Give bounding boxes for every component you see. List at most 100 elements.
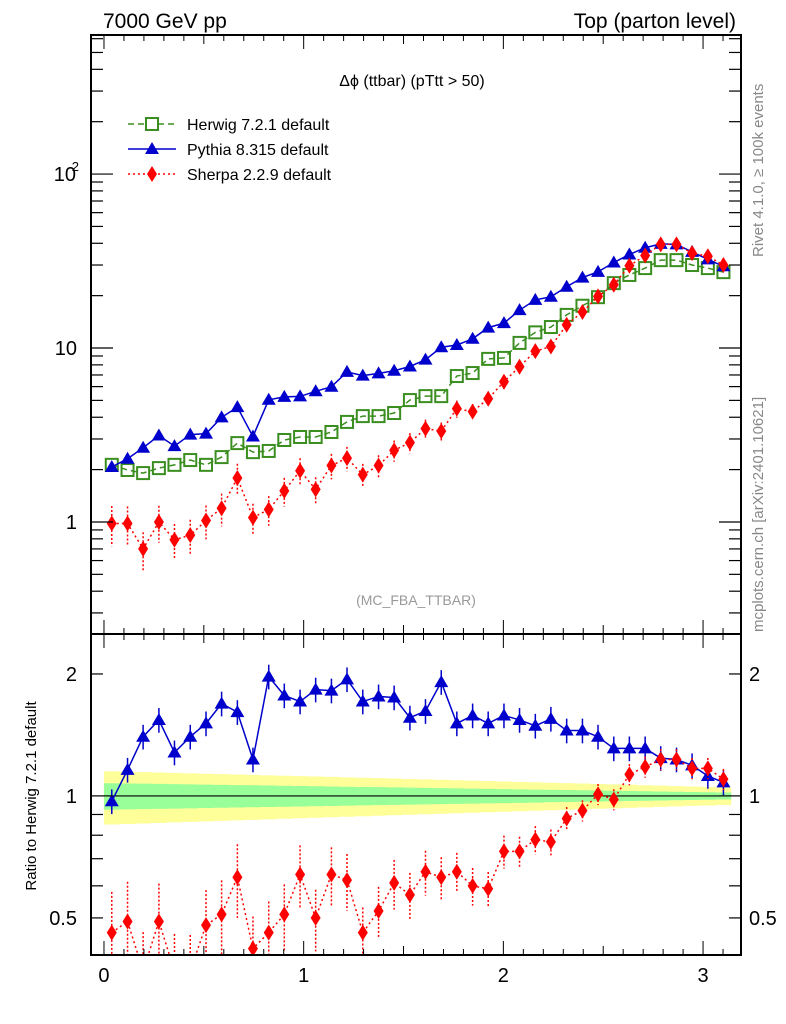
data-point (702, 760, 713, 777)
ratio-panel: 0.5 0.5 1 1 2 2 0 1 2 3 Ratio to Herwig 7.2.1 def… (23, 633, 777, 987)
data-point (653, 253, 668, 268)
data-point (530, 831, 541, 848)
header-left: 7000 GeV pp (103, 10, 227, 33)
data-point (183, 453, 198, 468)
data-point (496, 316, 511, 329)
series-line (111, 243, 724, 551)
data-point (214, 410, 229, 423)
data-point (593, 288, 604, 305)
data-point (357, 466, 368, 483)
data-point (622, 247, 637, 260)
y-tick-label: 1 (66, 512, 77, 534)
data-point (449, 716, 464, 729)
data-point (214, 450, 229, 465)
data-point (404, 434, 415, 451)
data-point (342, 872, 353, 889)
data-point (216, 906, 227, 923)
data-point (151, 461, 166, 476)
y-tick-label: 10 (54, 164, 76, 186)
data-point (389, 874, 400, 891)
data-point (434, 389, 449, 404)
data-point (498, 843, 509, 860)
data-point (185, 963, 195, 979)
data-point (467, 877, 478, 894)
data-point (483, 390, 494, 407)
data-point (496, 708, 511, 721)
data-point (449, 369, 464, 384)
mcplots-label: mcplots.cern.ch [arXiv:2401.10621] (750, 397, 767, 632)
data-point (481, 716, 496, 729)
data-point (263, 501, 274, 518)
data-point (418, 704, 433, 717)
y-tick-label-right: 0.5 (749, 908, 777, 930)
data-point (483, 880, 494, 897)
data-point (295, 866, 306, 883)
data-point (575, 723, 590, 736)
data-point (528, 325, 543, 340)
plot-frame (90, 633, 742, 956)
series-line (111, 243, 724, 468)
data-point (167, 745, 182, 758)
data-point (420, 420, 431, 437)
data-point (373, 457, 384, 474)
data-point (232, 469, 243, 486)
data-point (308, 384, 323, 397)
data-point (606, 255, 621, 268)
data-point (402, 710, 417, 723)
data-point (214, 696, 229, 709)
y-tick-label: 10 (55, 338, 77, 360)
legend-label: Sherpa 2.2.9 default (187, 167, 332, 184)
y-tick-label: 0.5 (49, 908, 77, 930)
ratio-ylabel: Ratio to Herwig 7.2.1 default (23, 701, 40, 891)
data-point (465, 708, 480, 721)
data-point (122, 515, 133, 532)
data-point (355, 368, 370, 381)
data-point (216, 500, 227, 517)
data-point (512, 303, 527, 316)
legend-marker-square-icon (145, 117, 159, 131)
data-point (185, 527, 196, 544)
data-point (402, 393, 417, 408)
data-point (671, 751, 682, 768)
data-point (640, 758, 651, 775)
data-point (136, 440, 151, 453)
data-point (559, 723, 574, 736)
data-point (543, 289, 558, 302)
data-point (277, 688, 292, 701)
data-point (669, 253, 684, 268)
data-point (355, 409, 370, 424)
ratio-series-pythia (104, 664, 731, 815)
data-point (245, 429, 260, 442)
data-point (199, 716, 214, 729)
data-point (104, 460, 119, 473)
data-point (310, 909, 321, 926)
data-point (467, 403, 478, 420)
data-point (232, 869, 243, 886)
data-point (638, 741, 653, 754)
data-point (263, 924, 274, 941)
data-point (638, 240, 653, 253)
data-point (122, 913, 133, 930)
data-point (138, 963, 148, 979)
data-point (512, 335, 527, 350)
data-point (153, 513, 164, 530)
data-point (324, 683, 339, 696)
data-point (387, 690, 402, 703)
data-point (545, 833, 556, 850)
data-point (293, 694, 308, 707)
data-point (261, 443, 276, 458)
data-point (201, 512, 212, 529)
data-point (136, 729, 151, 742)
data-point (326, 457, 337, 474)
data-point (622, 741, 637, 754)
data-point (593, 786, 604, 803)
legend-item: Pythia 8.315 default (128, 142, 329, 159)
data-point (434, 340, 449, 353)
data-point (545, 338, 556, 355)
data-point (230, 705, 245, 718)
data-point (514, 358, 525, 375)
data-point (640, 247, 651, 264)
data-point (138, 540, 149, 557)
